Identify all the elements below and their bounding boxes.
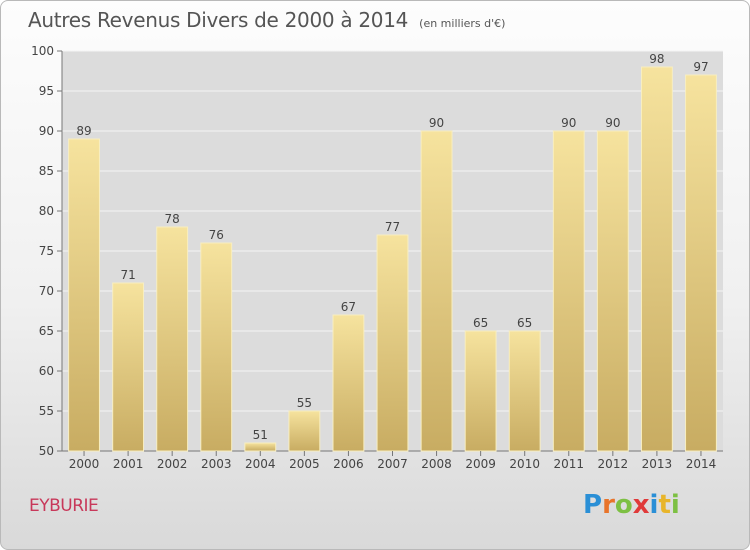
logo-letter: P [583,490,603,520]
bar-2004 [244,442,277,452]
y-tick-label: 100 [31,44,54,58]
bar-2008 [420,130,453,452]
x-tick-label-2004: 2004 [245,457,276,471]
x-tick-label-2010: 2010 [509,457,540,471]
value-label-2002: 78 [165,212,180,226]
y-tick-label: 65 [39,324,54,338]
x-tick-label-2013: 2013 [642,457,673,471]
bar-2013 [640,66,673,452]
y-tick-label: 75 [39,244,54,258]
x-tick-label-2014: 2014 [686,457,717,471]
bar-2009 [464,330,497,452]
value-label-2007: 77 [385,220,400,234]
logo-letter: i [649,490,659,520]
bar-2003 [200,242,233,452]
chart-title: Autres Revenus Divers de 2000 à 2014 (en… [28,8,505,32]
commune-name: EYBURIE [29,496,99,516]
logo-letter: o [614,490,633,520]
logo-letter: x [632,490,650,520]
value-label-2008: 90 [429,116,444,130]
value-label-2013: 98 [649,52,664,66]
y-tick-label: 85 [39,164,54,178]
x-tick-label-2000: 2000 [69,457,100,471]
logo-letter: i [670,490,680,520]
x-tick-label-2007: 2007 [377,457,408,471]
y-tick-label: 90 [39,124,54,138]
logo-letter: r [602,490,615,520]
bar-2000 [68,138,100,452]
value-label-2006: 67 [341,300,356,314]
x-tick-label-2012: 2012 [598,457,629,471]
x-tick-label-2009: 2009 [465,457,496,471]
x-tick-label-2001: 2001 [113,457,144,471]
value-label-2001: 71 [120,268,135,282]
bar-2011 [552,130,585,452]
value-label-2009: 65 [473,316,488,330]
y-tick-label: 70 [39,284,54,298]
x-tick-label-2002: 2002 [157,457,188,471]
y-tick-label: 80 [39,204,54,218]
value-label-2000: 89 [76,124,91,138]
bar-2002 [156,226,189,452]
x-tick-label-2005: 2005 [289,457,320,471]
value-label-2011: 90 [561,116,576,130]
x-tick-label-2008: 2008 [421,457,452,471]
value-label-2005: 55 [297,396,312,410]
bar-2001 [112,282,145,452]
bar-2007 [376,234,409,452]
x-tick-label-2006: 2006 [333,457,364,471]
x-tick-label-2003: 2003 [201,457,232,471]
value-label-2012: 90 [605,116,620,130]
value-label-2010: 65 [517,316,532,330]
value-label-2014: 97 [693,60,708,74]
chart-title-unit: (en milliers d'€) [419,17,506,30]
y-tick-label: 95 [39,84,54,98]
y-tick-label: 60 [39,364,54,378]
bar-2006 [332,314,365,452]
logo-letter: t [658,490,671,520]
proxiti-logo: Proxiti [583,490,680,520]
bar-2010 [508,330,541,452]
bar-2014 [685,74,717,452]
chart-title-main: Autres Revenus Divers de 2000 à 2014 [28,8,409,32]
bar-2012 [596,130,629,452]
y-tick-label: 55 [39,404,54,418]
value-label-2003: 76 [209,228,224,242]
bar-2005 [288,410,321,452]
value-label-2004: 51 [253,428,268,442]
x-tick-label-2011: 2011 [553,457,584,471]
y-tick-label: 50 [39,444,54,458]
